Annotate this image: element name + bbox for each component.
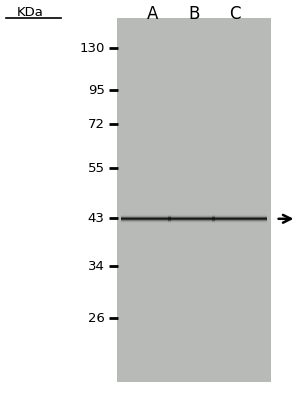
Text: 26: 26 — [88, 312, 105, 324]
Text: 130: 130 — [79, 42, 105, 54]
Bar — [117, 18, 271, 382]
Text: KDa: KDa — [17, 6, 44, 19]
Text: A: A — [147, 5, 159, 23]
Text: 55: 55 — [88, 162, 105, 174]
Text: 34: 34 — [88, 260, 105, 272]
Text: C: C — [229, 5, 241, 23]
Text: 95: 95 — [88, 84, 105, 96]
Text: B: B — [188, 5, 200, 23]
Text: 43: 43 — [88, 212, 105, 224]
Text: 72: 72 — [88, 118, 105, 130]
